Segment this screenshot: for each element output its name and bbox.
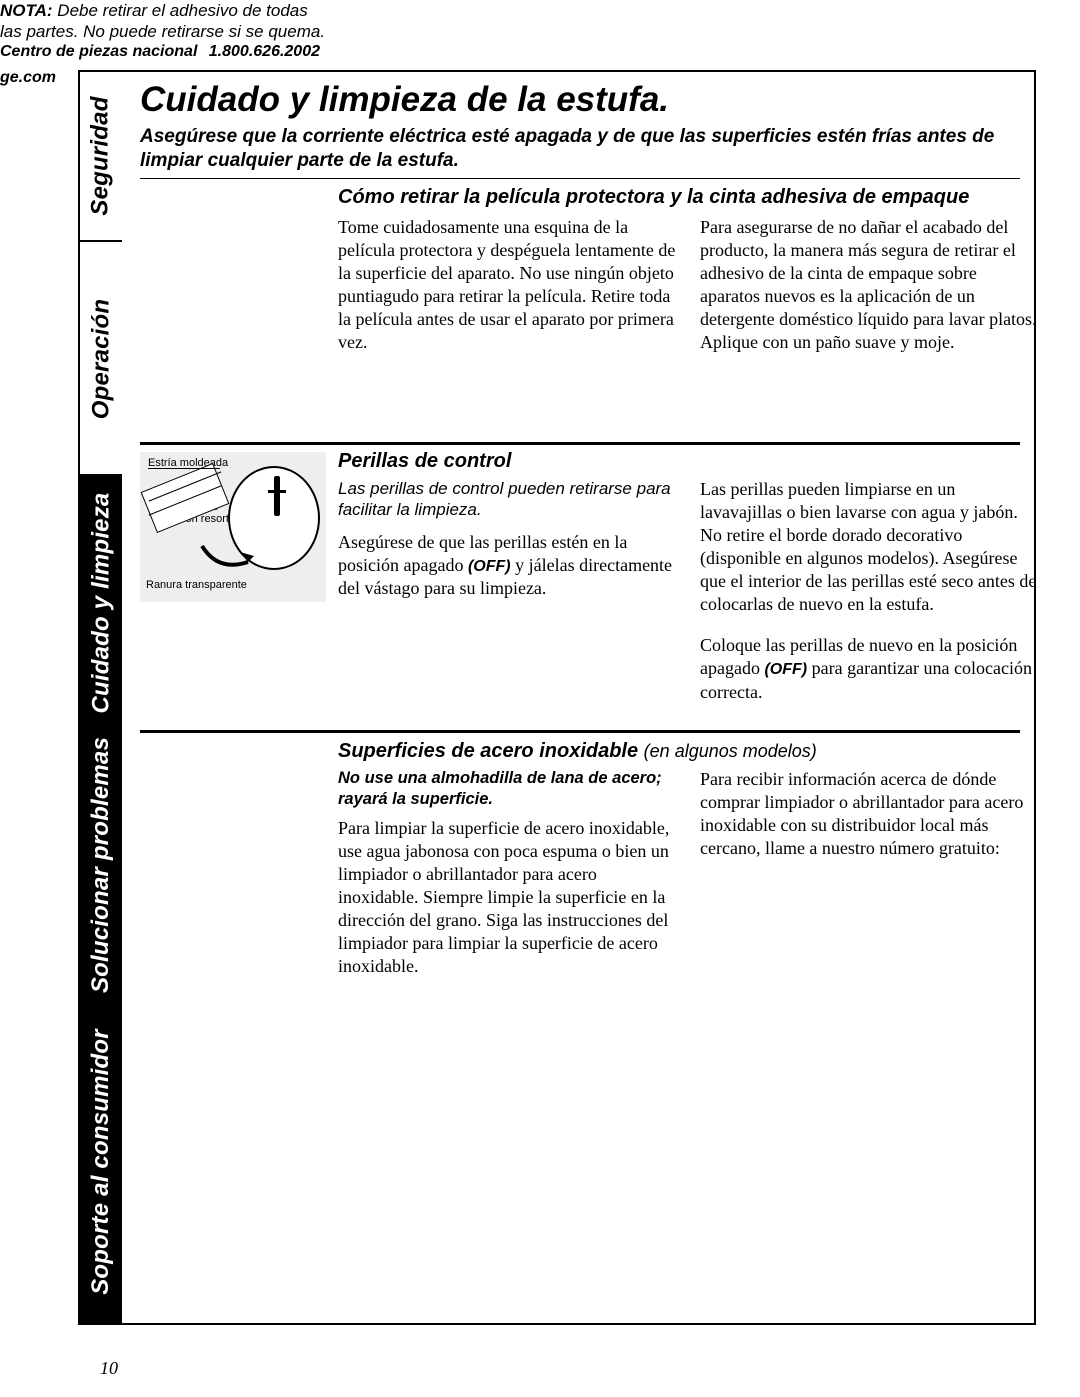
steel-lead: No use una almohadilla de lana de acero;… [338,768,678,809]
film-col2: Para asegurarse de no dañar el acabado d… [700,216,1040,354]
tab-label: Soporte al consumidor [87,1029,115,1295]
knobs-col2b: Coloque las perillas de nuevo en la posi… [700,634,1040,704]
tab-label: Seguridad [87,96,115,215]
rotation-arrow-icon [198,542,256,574]
safety-warning: Asegúrese que la corriente eléctrica est… [140,125,1020,173]
page-title: Cuidado y limpieza de la estufa. [140,80,669,120]
sidebar-tab-cuidado: Cuidado y limpieza [80,476,122,730]
divider [140,730,1020,733]
heading-main: Superficies de acero inoxidable [338,740,644,762]
tab-label: Cuidado y limpieza [87,493,115,714]
divider [140,178,1020,179]
steel-col1: No use una almohadilla de lana de acero;… [338,768,678,978]
knobs-col1: Las perillas de control pueden retirarse… [338,478,678,600]
manual-page: Seguridad Operación Cuidado y limpieza S… [0,0,1080,1397]
heading-sub: (en algunos modelos) [644,741,817,761]
knobs-col2: Las perillas pueden limpiarse en un lava… [700,478,1040,616]
contact-label: Centro de piezas nacional [0,43,197,61]
film-note: NOTA: Debe retirar el adhesivo de todas … [0,0,330,43]
off-label: (OFF) [468,558,511,575]
sidebar-tab-operacion: Operación [80,244,122,476]
steel-col2: Para recibir información acerca de dónde… [700,768,1040,860]
sidebar-tab-soporte: Soporte al consumidor [80,1000,122,1323]
diagram-pointer [148,468,220,469]
section-heading-film: Cómo retirar la película protectora y la… [338,186,969,209]
section-heading-steel: Superficies de acero inoxidable (en algu… [338,740,817,763]
contact-phone: 1.800.626.2002 [209,43,320,61]
steel-text: Para limpiar la superficie de acero inox… [338,818,669,976]
note-label: NOTA: [0,1,53,20]
sidebar-tab-seguridad: Seguridad [80,72,122,242]
knobs-lead: Las perillas de control pueden retirarse… [338,478,678,521]
tab-label: Solucionar problemas [87,737,115,993]
section-heading-knobs: Perillas de control [338,450,511,473]
off-label: (OFF) [764,661,807,678]
divider [140,442,1020,445]
tab-label: Operación [87,299,115,420]
diagram-label-slot: Ranura transparente [146,580,247,592]
knob-diagram: Estría moldeada Vástago Gancho con resor… [140,452,326,602]
sidebar-tab-solucionar: Solucionar problemas [80,730,122,1000]
page-number: 10 [100,1358,118,1379]
film-col1: Tome cuidadosamente una esquina de la pe… [338,216,678,354]
